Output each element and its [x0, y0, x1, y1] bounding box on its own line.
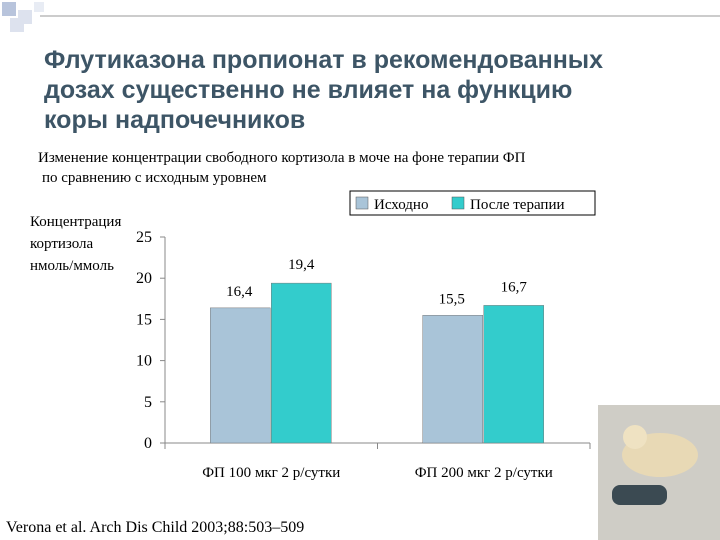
- legend-label: После терапии: [470, 197, 565, 213]
- bar: [271, 282, 332, 444]
- y-tick-label: 5: [144, 394, 152, 411]
- y-tick-label: 10: [136, 353, 152, 370]
- decoration: [2, 2, 720, 32]
- bar: [210, 307, 271, 444]
- title: Флутиказона пропионат в рекомендованных: [44, 46, 603, 74]
- value-label: 19,4: [288, 257, 315, 273]
- legend-label: Исходно: [374, 197, 428, 213]
- y-axis-label: Концентрация: [30, 214, 121, 230]
- legend-swatch: [355, 196, 369, 210]
- y-tick-label: 0: [144, 435, 152, 452]
- y-tick-label: 20: [136, 270, 152, 287]
- y-tick-label: 15: [136, 311, 152, 328]
- subtitle: Изменение концентрации свободного кортиз…: [38, 150, 526, 166]
- value-label: 15,5: [439, 291, 465, 307]
- x-tick-label: ФП 200 мкг 2 р/сутки: [415, 465, 553, 481]
- subtitle: по сравнению с исходным уровнем: [42, 170, 267, 186]
- legend-swatch: [451, 196, 465, 210]
- y-axis-label: кортизола: [30, 236, 94, 252]
- bar: [422, 315, 483, 444]
- legend-box: [349, 190, 596, 216]
- source: Verona et al. Arch Dis Child 2003;88:503…: [6, 519, 304, 536]
- y-tick-label: 25: [136, 229, 152, 246]
- y-axis-label: нмоль/ммоль: [30, 258, 114, 274]
- value-label: 16,7: [501, 279, 528, 295]
- value-label: 16,4: [226, 284, 253, 300]
- toy-photo: [598, 405, 720, 540]
- x-tick-label: ФП 100 мкг 2 р/сутки: [202, 465, 340, 481]
- title: дозах существенно не влияет на функцию: [44, 76, 572, 104]
- bar: [483, 305, 544, 444]
- title: коры надпочечников: [44, 106, 305, 134]
